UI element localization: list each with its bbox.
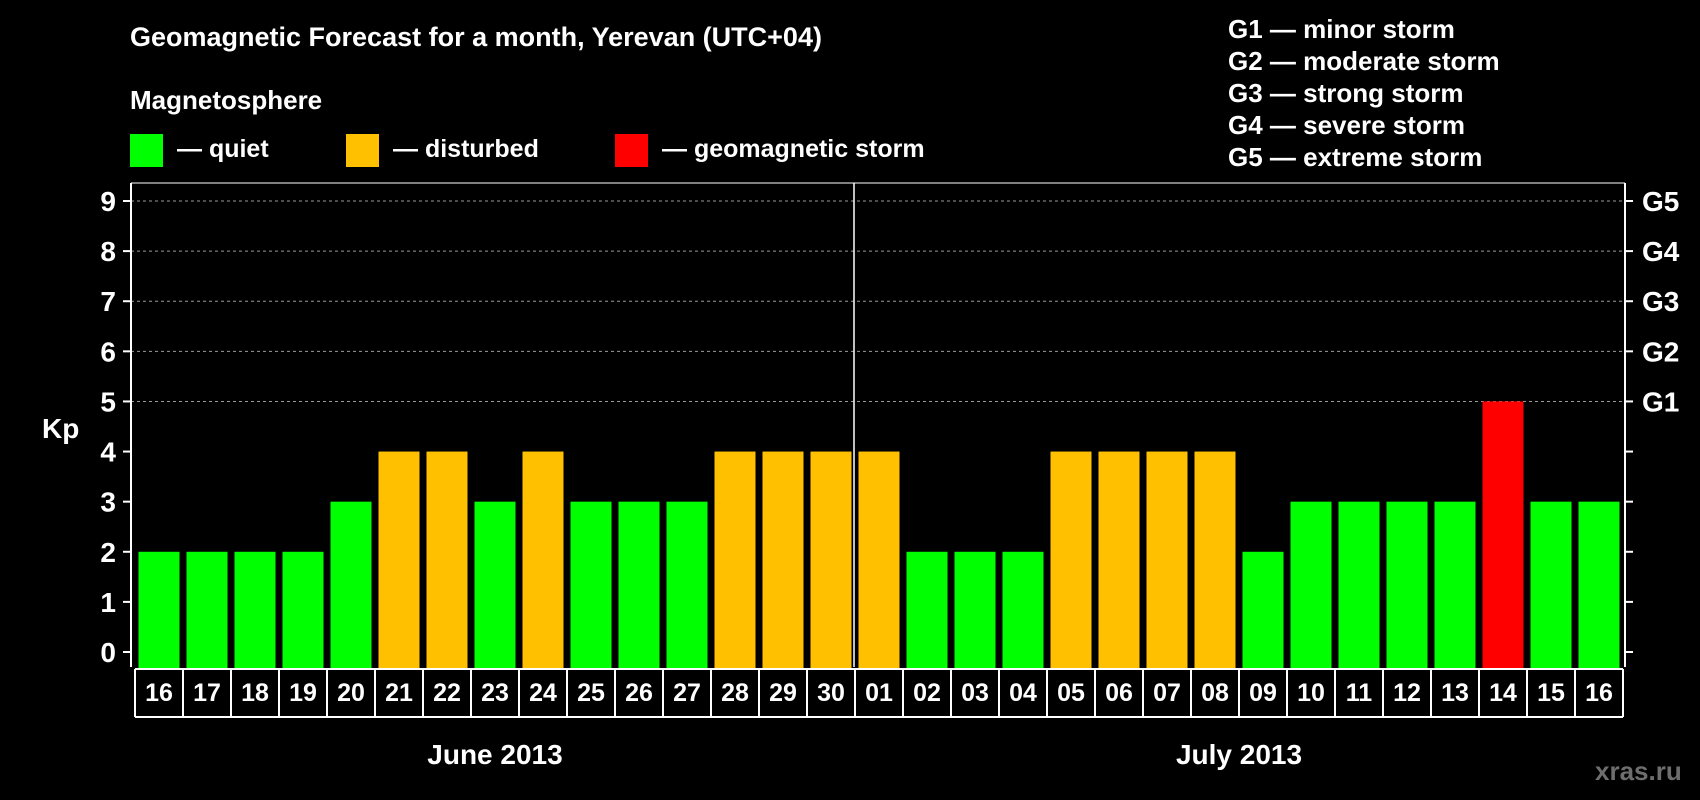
bar-26-quiet — [1386, 501, 1428, 668]
bar-10-quiet — [618, 501, 660, 668]
day-label-23: 09 — [1249, 679, 1277, 707]
y-tick-label-8: 8 — [100, 236, 116, 267]
bar-7-quiet — [474, 501, 516, 668]
y-tick-label-3: 3 — [100, 487, 116, 518]
day-label-3: 19 — [289, 679, 317, 707]
day-label-22: 08 — [1201, 679, 1229, 707]
g-level-label-G4: G4 — [1642, 236, 1680, 267]
legend-swatch-disturbed — [346, 134, 379, 167]
bar-5-disturbed — [378, 451, 420, 668]
y-tick-label-2: 2 — [100, 537, 116, 568]
y-tick-label-7: 7 — [100, 286, 116, 317]
day-label-27: 13 — [1441, 679, 1469, 707]
day-label-10: 26 — [625, 679, 653, 707]
day-label-7: 23 — [481, 679, 509, 707]
bar-30-quiet — [1578, 501, 1620, 668]
day-label-4: 20 — [337, 679, 365, 707]
day-label-11: 27 — [673, 679, 701, 707]
legend-heading: Magnetosphere — [130, 85, 323, 115]
month-label-0: June 2013 — [427, 739, 562, 770]
storm-level-g2: G2 — moderate storm — [1228, 46, 1500, 76]
legend-label-storm: — geomagnetic storm — [662, 135, 925, 163]
day-label-1: 17 — [193, 679, 221, 707]
bar-18-quiet — [1002, 551, 1044, 668]
bar-9-quiet — [570, 501, 612, 668]
day-label-26: 12 — [1393, 679, 1421, 707]
bar-1-quiet — [186, 551, 228, 668]
bar-23-quiet — [1242, 551, 1284, 668]
bar-22-disturbed — [1194, 451, 1236, 668]
bar-24-quiet — [1290, 501, 1332, 668]
day-label-21: 07 — [1153, 679, 1181, 707]
g-level-label-G3: G3 — [1642, 286, 1679, 317]
day-label-25: 11 — [1346, 679, 1373, 707]
bar-3-quiet — [282, 551, 324, 668]
y-tick-label-0: 0 — [100, 637, 116, 668]
y-tick-label-4: 4 — [100, 437, 116, 468]
bar-4-quiet — [330, 501, 372, 668]
day-label-28: 14 — [1489, 679, 1517, 707]
day-label-14: 30 — [817, 679, 845, 707]
day-label-8: 24 — [529, 679, 557, 707]
month-label-1: July 2013 — [1176, 739, 1302, 770]
y-tick-label-9: 9 — [100, 186, 116, 217]
bar-0-quiet — [138, 551, 180, 668]
y-tick-label-6: 6 — [100, 336, 116, 367]
storm-level-g4: G4 — severe storm — [1228, 110, 1466, 140]
day-label-20: 06 — [1105, 679, 1133, 707]
bar-20-disturbed — [1098, 451, 1140, 668]
day-label-0: 16 — [145, 679, 173, 707]
day-label-13: 29 — [769, 679, 797, 707]
bar-13-disturbed — [762, 451, 804, 668]
legend-swatch-quiet — [130, 134, 163, 167]
bar-12-disturbed — [714, 451, 756, 668]
storm-level-g1: G1 — minor storm — [1228, 14, 1455, 44]
y-axis-label: Kp — [42, 413, 79, 444]
g-level-label-G2: G2 — [1642, 336, 1679, 367]
y-tick-label-1: 1 — [100, 587, 116, 618]
day-label-12: 28 — [721, 679, 749, 707]
bar-11-quiet — [666, 501, 708, 668]
chart-title: Geomagnetic Forecast for a month, Yereva… — [130, 22, 822, 52]
day-label-24: 10 — [1297, 679, 1325, 707]
legend-label-quiet: — quiet — [177, 135, 269, 163]
day-label-2: 18 — [241, 679, 269, 707]
day-label-18: 04 — [1009, 679, 1037, 707]
legend-label-disturbed: — disturbed — [393, 135, 539, 163]
storm-level-list: G1 — minor storm G2 — moderate storm G3 … — [1228, 13, 1500, 173]
bar-17-quiet — [954, 551, 996, 668]
day-label-6: 22 — [433, 679, 461, 707]
bar-6-disturbed — [426, 451, 468, 668]
storm-level-g5: G5 — extreme storm — [1228, 142, 1483, 172]
day-label-19: 05 — [1057, 679, 1085, 707]
day-label-5: 21 — [385, 679, 413, 707]
bar-15-disturbed — [858, 451, 900, 668]
day-label-15: 01 — [865, 679, 893, 707]
site-credit: xras.ru — [1595, 756, 1682, 786]
bar-2-quiet — [234, 551, 276, 668]
bar-28-storm — [1482, 401, 1524, 668]
bar-21-disturbed — [1146, 451, 1188, 668]
day-label-30: 16 — [1585, 679, 1613, 707]
legend-swatch-storm — [615, 134, 648, 167]
day-label-17: 03 — [961, 679, 989, 707]
bar-25-quiet — [1338, 501, 1380, 668]
y-tick-label-5: 5 — [100, 386, 116, 417]
day-label-9: 25 — [577, 679, 605, 707]
bar-16-quiet — [906, 551, 948, 668]
bar-19-disturbed — [1050, 451, 1092, 668]
bar-14-disturbed — [810, 451, 852, 668]
g-level-label-G5: G5 — [1642, 186, 1679, 217]
storm-level-g3: G3 — strong storm — [1228, 78, 1464, 108]
bar-8-disturbed — [522, 451, 564, 668]
g-level-label-G1: G1 — [1642, 386, 1679, 417]
day-label-29: 15 — [1537, 679, 1565, 707]
day-label-16: 02 — [913, 679, 941, 707]
bar-27-quiet — [1434, 501, 1476, 668]
bar-29-quiet — [1530, 501, 1572, 668]
